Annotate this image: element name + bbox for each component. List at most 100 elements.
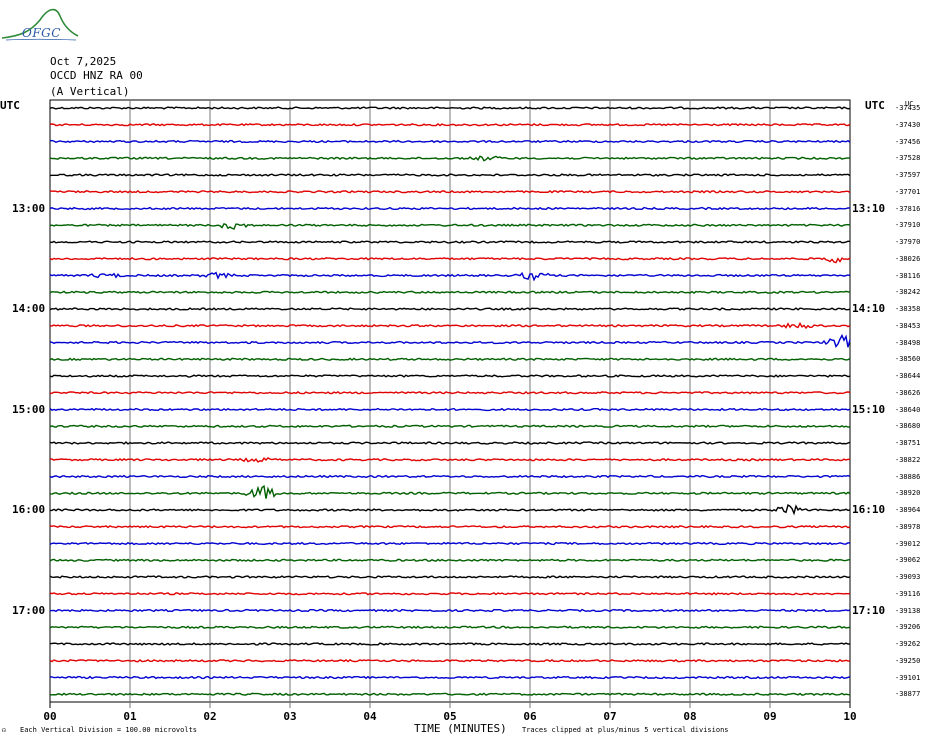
left-time-label: 16:00 (12, 503, 46, 516)
x-tick-label: 06 (523, 710, 537, 723)
x-tick-label: 03 (283, 710, 297, 723)
x-tick-label: 05 (443, 710, 457, 723)
seismic-trace (49, 541, 851, 546)
seismic-trace (49, 321, 851, 330)
seismic-trace (49, 206, 851, 211)
x-tick-label: 10 (843, 710, 857, 723)
right-time-label: 17:10 (852, 603, 886, 617)
trace-offset-label: -38644 (895, 372, 921, 380)
trace-offset-label: -39206 (895, 623, 921, 632)
right-time-label: 13:10 (852, 201, 886, 215)
trace-offset-label: -37435 (895, 104, 921, 112)
trace-offset-label: -38877 (895, 690, 921, 699)
seismic-trace (49, 290, 851, 294)
seismic-trace (49, 307, 851, 311)
trace-offset-label: -37701 (895, 187, 921, 196)
trace-offset-label: -37430 (895, 120, 921, 129)
trace-offset-label: -37910 (895, 221, 921, 230)
trace-offset-label: -37456 (895, 137, 921, 146)
seismic-trace (49, 675, 851, 680)
footer-corner-mark: ☊ (2, 727, 6, 734)
x-tick-label: 01 (123, 710, 137, 723)
scale-note: Each Vertical Division = 100.00 microvol… (20, 726, 198, 734)
left-time-label: 17:00 (12, 603, 46, 617)
utc-right-label: UTC (865, 99, 885, 112)
trace-offset-label: -38498 (895, 338, 921, 347)
corner-mark: UC (905, 100, 914, 108)
seismic-trace (49, 106, 851, 110)
trace-offset-label: -39116 (895, 589, 921, 598)
seismic-trace (49, 223, 851, 230)
x-tick-label: 09 (763, 710, 777, 723)
trace-offset-label: -39062 (895, 556, 921, 565)
x-tick-label: 04 (363, 710, 377, 723)
seismic-trace (49, 155, 851, 162)
seismic-trace (49, 374, 851, 378)
x-axis-label: TIME (MINUTES) (414, 722, 507, 735)
trace-offset-label: -38978 (895, 522, 921, 531)
seismic-trace (49, 407, 851, 412)
station-label: OCCD HNZ RA 00 (50, 69, 143, 82)
component-label: (A Vertical) (50, 85, 130, 98)
seismic-trace (49, 390, 851, 395)
trace-offset-label: -39250 (895, 656, 921, 665)
trace-offset-label: -38920 (895, 489, 921, 498)
seismic-trace (49, 642, 851, 646)
trace-offset-label: -39101 (895, 673, 921, 682)
trace-offset-label: -37970 (895, 238, 921, 246)
trace-offset-label: -38560 (895, 355, 921, 364)
utc-left-label: UTC (0, 99, 20, 112)
right-time-label: 14:10 (852, 302, 886, 315)
seismic-trace (50, 504, 851, 516)
trace-offset-label: -37816 (895, 204, 921, 213)
trace-offset-label: -38116 (895, 271, 921, 280)
x-tick-label: 02 (203, 710, 217, 723)
seismic-trace (49, 575, 851, 579)
trace-offset-label: -37528 (895, 154, 921, 163)
logo-text: OFGC (22, 26, 61, 40)
trace-offset-label: -39138 (895, 606, 921, 615)
clip-note: Traces clipped at plus/minus 5 vertical … (522, 726, 729, 734)
trace-offset-label: -38453 (895, 321, 921, 330)
trace-offset-label: -38822 (895, 455, 921, 464)
seismic-trace (49, 271, 851, 282)
plot-grid (49, 99, 851, 708)
trace-offset-label: -38242 (895, 288, 921, 297)
trace-offset-label: -39012 (895, 539, 921, 548)
left-time-label: 14:00 (12, 302, 46, 315)
trace-offset-label: -38751 (895, 439, 921, 447)
seismic-trace (49, 240, 851, 244)
seismic-trace (49, 692, 851, 696)
trace-offset-label: -38886 (895, 472, 921, 481)
seismic-trace (49, 484, 851, 499)
x-tick-label: 07 (603, 710, 617, 723)
seismic-trace (49, 558, 851, 562)
seismic-trace (49, 474, 851, 479)
seismic-trace (49, 333, 851, 348)
trace-group (49, 106, 851, 696)
x-tick-label: 00 (43, 710, 57, 723)
seismic-trace (49, 608, 851, 613)
right-time-label: 16:10 (852, 503, 886, 516)
seismic-trace (49, 441, 851, 445)
seismic-trace (49, 257, 851, 264)
x-tick-label: 08 (683, 710, 697, 723)
ofgc-logo (1, 8, 79, 41)
left-time-label: 15:00 (12, 402, 46, 416)
seismic-trace (49, 424, 851, 428)
trace-offset-label: -39262 (895, 640, 921, 648)
date-label: Oct 7,2025 (50, 55, 117, 68)
seismic-trace (49, 457, 851, 463)
seismic-trace (49, 591, 851, 596)
seismic-trace (49, 190, 851, 194)
trace-offset-label: -38964 (895, 506, 921, 514)
left-time-label: 13:00 (12, 201, 46, 215)
seismic-trace (49, 658, 851, 663)
trace-offset-label: -38026 (895, 254, 921, 263)
trace-offset-label: -37597 (895, 171, 921, 179)
trace-offset-label: -38680 (895, 422, 921, 431)
seismic-trace (49, 625, 851, 629)
trace-offset-label: -38640 (895, 405, 921, 414)
seismic-trace (49, 139, 851, 144)
